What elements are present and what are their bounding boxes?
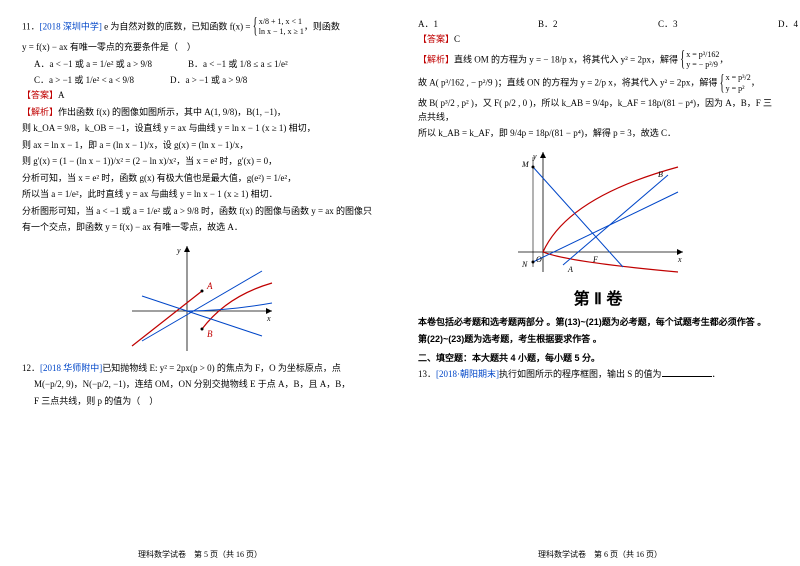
solution-tag: 【解析】 [22,107,58,117]
q11-opt-a: A．a < −1 或 a = 1/e² 或 a > 9/8 [34,57,152,70]
right-page: A．1 B．2 C．3 D．4 【答案】C 【解析】直线 OM 的方程为 y =… [400,0,800,566]
lbl-o: O [536,255,542,264]
q11-sol-1: 【解析】作出函数 f(x) 的图像如图所示，其中 A(1, 9/8)，B(1, … [22,106,382,120]
q13-num: 13． [418,369,436,379]
q11-graph-svg: A B x y [127,241,277,356]
label-y: y [176,246,181,255]
y-arrow [184,246,190,252]
pt-m [532,165,535,168]
parabola-upper [543,167,678,252]
q11-stem-1: 11．[2018 深圳中学] e 为自然对数的底数，已知函数 f(x) = x/… [22,17,382,38]
q12-options: A．1 B．2 C．3 D．4 [418,17,778,30]
answer-tag: 【答案】 [22,90,58,100]
section2-intro-2: 第(22)~(23)题为选考题，考生根据要求作答 。 [418,332,778,345]
q12-text: 已知抛物线 E: y² = 2px(p > 0) 的焦点为 F，O 为坐标原点，… [102,363,341,373]
q12-sys1-bot: y = − p²/9 [686,60,719,70]
q13-stem: 13．[2018·朝阳期末]执行如图所示的程序框图，输出 S 的值为 ． [418,368,778,382]
q12-sol1a: 直线 OM 的方程为 y = − 18/p x，将其代入 y² = 2px，解得 [454,54,680,64]
lbl-x: x [677,255,682,264]
q12-sol-4: 所以 k_AB = k_AF，即 9/4p = 18p/(81 − p⁴)，解得… [418,127,778,141]
q12-stem-2: M(−p/2, 9)，N(−p/2, −1)，连结 OM，ON 分别交抛物线 E… [22,378,382,392]
section2-intro-1: 本卷包括必考题和选考题两部分 。第(13)~(21)题为必考题，每个试题考生都必… [418,315,778,328]
label-b: B [207,329,213,339]
q12-graph-svg: M N B A F O x y [508,147,688,277]
solution-tag-2: 【解析】 [418,54,454,64]
label-x: x [266,314,271,323]
red-curve [202,283,272,329]
q12-opt-d: D．4 [778,17,800,30]
q11-sol-4: 则 g'(x) = (1 − (ln x − 1))/x² = (2 − ln … [22,155,382,169]
lbl-m: M [521,160,530,169]
parabola-lower [543,252,678,272]
q12-sol-2: 故 A( p³/162 , − p²/9 )；直线 ON 的方程为 y = 2/… [418,73,778,94]
q11-answer-val: A [58,90,65,100]
q11-opt-d: D．a > −1 或 a > 9/8 [170,73,247,86]
y-arrow-2 [540,152,546,158]
q12-sys1-top: x = p³/162 [686,50,719,60]
q12-opt-c: C．3 [658,17,718,30]
q11-opt-c: C．a > −1 或 1/e² < a < 9/8 [34,73,134,86]
q12-num: 12． [22,363,40,373]
q11-answer: 【答案】A [22,89,382,103]
q13-text: 执行如图所示的程序框图，输出 S 的值为 [499,369,662,379]
q12-sys2-bot: y = p² [726,84,751,94]
q11-graph: A B x y [22,241,382,356]
q11-sol-2: 则 k_OA = 9/8，k_OB = −1，设直线 y = ax 与曲线 y … [22,122,382,136]
q11-sol-7: 分析图形可知，当 a < −1 或 a = 1/e² 或 a > 9/8 时，函… [22,205,382,219]
right-footer: 理科数学试卷 第 6 页（共 16 页） [400,549,800,560]
q13-blank [662,368,712,377]
q12-sol2a: 故 A( p³/162 , − p²/9 )；直线 ON 的方程为 y = 2/… [418,78,720,88]
q12-source: [2018 华师附中] [40,363,102,373]
answer-tag-2: 【答案】 [418,34,454,44]
q12-opt-b: B．2 [538,17,598,30]
lbl-a: A [567,265,573,274]
label-a: A [206,281,213,291]
q12-stem-1: 12．[2018 华师附中]已知抛物线 E: y² = 2px(p > 0) 的… [22,362,382,376]
left-footer: 理科数学试卷 第 5 页（共 16 页） [0,549,400,560]
q12-sol1b: ， [719,54,728,64]
red-linear [132,291,202,346]
left-page: 11．[2018 深圳中学] e 为自然对数的底数，已知函数 f(x) = x/… [0,0,400,566]
line-on [533,192,678,262]
q13-tail: ． [712,369,721,379]
q11-sol-6: 所以当 a = 1/e²，此时直线 y = ax 与曲线 y = ln x − … [22,188,382,202]
q11-source: [2018 深圳中学] [40,21,102,31]
q13-source: [2018·朝阳期末] [436,369,499,379]
q12-sol-3: 故 B( p³/2 , p² )，又 F( p/2 , 0 )，所以 k_AB … [418,97,778,124]
q12-sol2b: ， [751,78,760,88]
q11-piece-1: x/8 + 1, x < 1 [259,17,304,27]
q12-sys2: x = p³/2 y = p² [720,73,751,94]
q12-opt-a: A．1 [418,17,478,30]
q12-answer-val: C [454,34,460,44]
q11-text-1b: ，则函数 [304,21,340,31]
q11-sol1-text: 作出函数 f(x) 的图像如图所示，其中 A(1, 9/8)，B(1, −1)， [58,107,286,117]
q12-stem-3: F 三点共线，则 p 的值为（ ） [22,395,382,409]
part2-heading: 二、填空题：本大题共 4 小题，每小题 5 分。 [418,351,778,364]
lbl-b: B [658,170,663,179]
pt-n [532,260,535,263]
q12-sys1: x = p³/162 y = − p²/9 [680,50,719,71]
q12-answer: 【答案】C [418,33,778,47]
q11-opts-row2: C．a > −1 或 1/e² < a < 9/8 D．a > −1 或 a >… [34,73,382,86]
q12-graph: M N B A F O x y [418,147,778,277]
section-2-title: 第 Ⅱ 卷 [418,285,778,309]
lbl-y: y [532,152,537,161]
lbl-f: F [592,255,598,264]
q11-text-1: e 为自然对数的底数，已知函数 f(x) = [102,21,253,31]
q11-sol-8: 有一个交点，即函数 y = f(x) − ax 有唯一零点，故选 A． [22,221,382,235]
q11-stem-2: y = f(x) − ax 有唯一零点的充要条件是（ ） [22,41,382,55]
q11-sol-3: 则 ax = ln x − 1，即 a = (ln x − 1)/x，设 g(x… [22,139,382,153]
q11-sol-5: 分析可知，当 x = e² 时，函数 g(x) 有极大值也是最大值，g(e²) … [22,172,382,186]
q11-opts-row1: A．a < −1 或 a = 1/e² 或 a > 9/8 B．a < −1 或… [34,57,382,70]
q11-opt-b: B．a < −1 或 1/8 ≤ a ≤ 1/e² [188,57,288,70]
point-b [201,327,204,330]
q12-sys2-top: x = p³/2 [726,73,751,83]
lbl-n: N [521,260,528,269]
point-a [201,289,204,292]
q11-piece-2: ln x − 1, x ≥ 1 [259,27,304,37]
q11-num: 11． [22,21,40,31]
q11-piecewise: x/8 + 1, x < 1 ln x − 1, x ≥ 1 [253,17,304,38]
